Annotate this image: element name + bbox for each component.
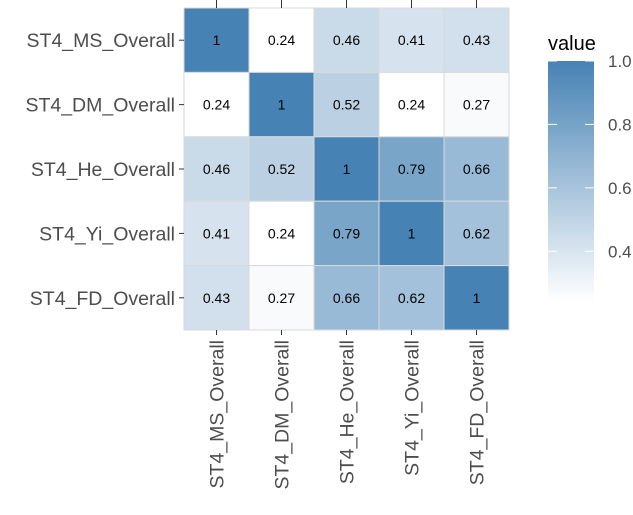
cell-value-label: 0.79 [398,161,425,177]
column-label: ST4_MS_Overall [207,340,229,488]
heatmap-cell [248,200,315,267]
heatmap-cell [183,265,250,331]
heatmap-cell [378,136,445,202]
column-label: ST4_He_Overall [337,340,359,484]
cell-value-label: 1 [213,32,221,48]
heatmap-cell [183,7,250,73]
cell-value-label: 0.24 [398,97,425,113]
heatmap-cell [183,200,250,267]
cell-value-label: 0.27 [268,290,295,306]
cell-value-label: 0.41 [203,225,230,241]
row-labels: ST4_MS_Overall ST4_DM_Overall ST4_He_Overa… [25,30,184,310]
cell-value-label: 0.62 [463,225,490,241]
heatmap-cell [443,265,510,331]
legend-title: value [548,33,596,55]
legend-ticks: 1.0 0.8 0.6 0.4 [548,52,632,261]
cell-value-label: 0.52 [333,97,360,113]
cell-value-label: 1 [278,97,286,113]
heatmap-cell [378,200,445,267]
heatmap-cell [443,200,510,267]
legend-tick-label: 0.8 [608,115,632,134]
cell-value-label: 0.62 [398,290,425,306]
legend-colorbar [548,61,594,302]
cell-value-label: 0.24 [203,97,230,113]
heatmap-cell [313,7,380,73]
legend-tick-label: 0.6 [608,179,632,198]
cell-value-label: 0.43 [463,32,490,48]
cell-value-label: 1 [473,290,481,306]
row-label: ST4_DM_Overall [25,95,175,117]
heatmap-cell [378,265,445,331]
row-label: ST4_Yi_Overall [39,223,175,245]
cell-value-label: 0.27 [463,97,490,113]
cell-value-label: 1 [343,161,351,177]
heatmap-cell [443,136,510,202]
cell-value-label: 0.79 [333,225,360,241]
heatmap-cell [313,200,380,267]
row-label: ST4_MS_Overall [27,30,175,52]
cell-value-label: 0.46 [333,32,360,48]
heatmap-cell [443,71,510,138]
heatmap-cells: 1 0.24 0.46 0.41 0.43 0.24 1 0.52 0.24 0.27 0.46 0.… [183,7,510,331]
cell-value-label: 0.41 [398,32,425,48]
legend-tick-label: 0.4 [608,242,632,261]
heatmap-cell [248,71,315,138]
heatmap-cell [248,136,315,202]
heatmap-cell [313,136,380,202]
cell-value-label: 0.46 [203,161,230,177]
heatmap-cell [313,265,380,331]
cell-value-label: 0.43 [203,290,230,306]
legend-tick-label: 1.0 [608,52,632,71]
row-label: ST4_FD_Overall [30,288,175,310]
cell-value-label: 0.66 [333,290,360,306]
heatmap-cell [313,71,380,138]
row-label: ST4_He_Overall [31,159,175,181]
heatmap-cell [378,71,445,138]
cell-value-label: 0.24 [268,32,295,48]
column-label: ST4_Yi_Overall [402,340,424,476]
column-label: ST4_DM_Overall [272,340,294,490]
column-labels: ST4_MS_Overall ST4_DM_Overall ST4_He_Overa… [207,0,489,490]
column-label: ST4_FD_Overall [467,340,489,485]
cell-value-label: 0.24 [268,225,295,241]
color-legend: value 1.0 0.8 0.6 0.4 [548,33,632,302]
cell-value-label: 0.52 [268,161,295,177]
heatmap-cell [248,265,315,331]
cell-value-label: 0.66 [463,161,490,177]
cell-value-label: 1 [408,225,416,241]
